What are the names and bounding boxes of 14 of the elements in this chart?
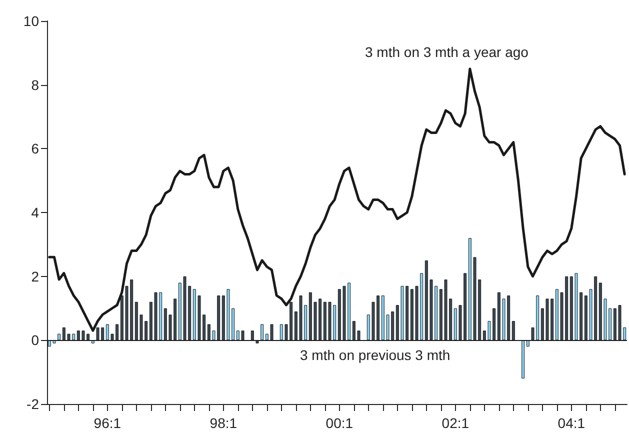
y-tick-label: 4: [31, 204, 40, 220]
y-tick-label: -2: [26, 396, 40, 412]
series-label: 3 mth on previous 3 mth: [300, 347, 450, 363]
x-tick-label: 96:1: [94, 415, 122, 431]
y-tick-label: 6: [31, 140, 40, 157]
y-tick-label: 10: [23, 13, 40, 29]
x-tick-label: 04:1: [558, 415, 586, 431]
x-tick-label: 98:1: [210, 415, 238, 431]
y-tick-label: 8: [31, 76, 40, 93]
y-tick-label: 0: [31, 332, 40, 348]
x-tick-label: 00:1: [326, 415, 354, 431]
y-tick-label: 2: [31, 268, 40, 284]
text: 3 mth on 3 mth a year ago: [365, 44, 529, 60]
x-tick-label: 02:1: [442, 415, 470, 431]
